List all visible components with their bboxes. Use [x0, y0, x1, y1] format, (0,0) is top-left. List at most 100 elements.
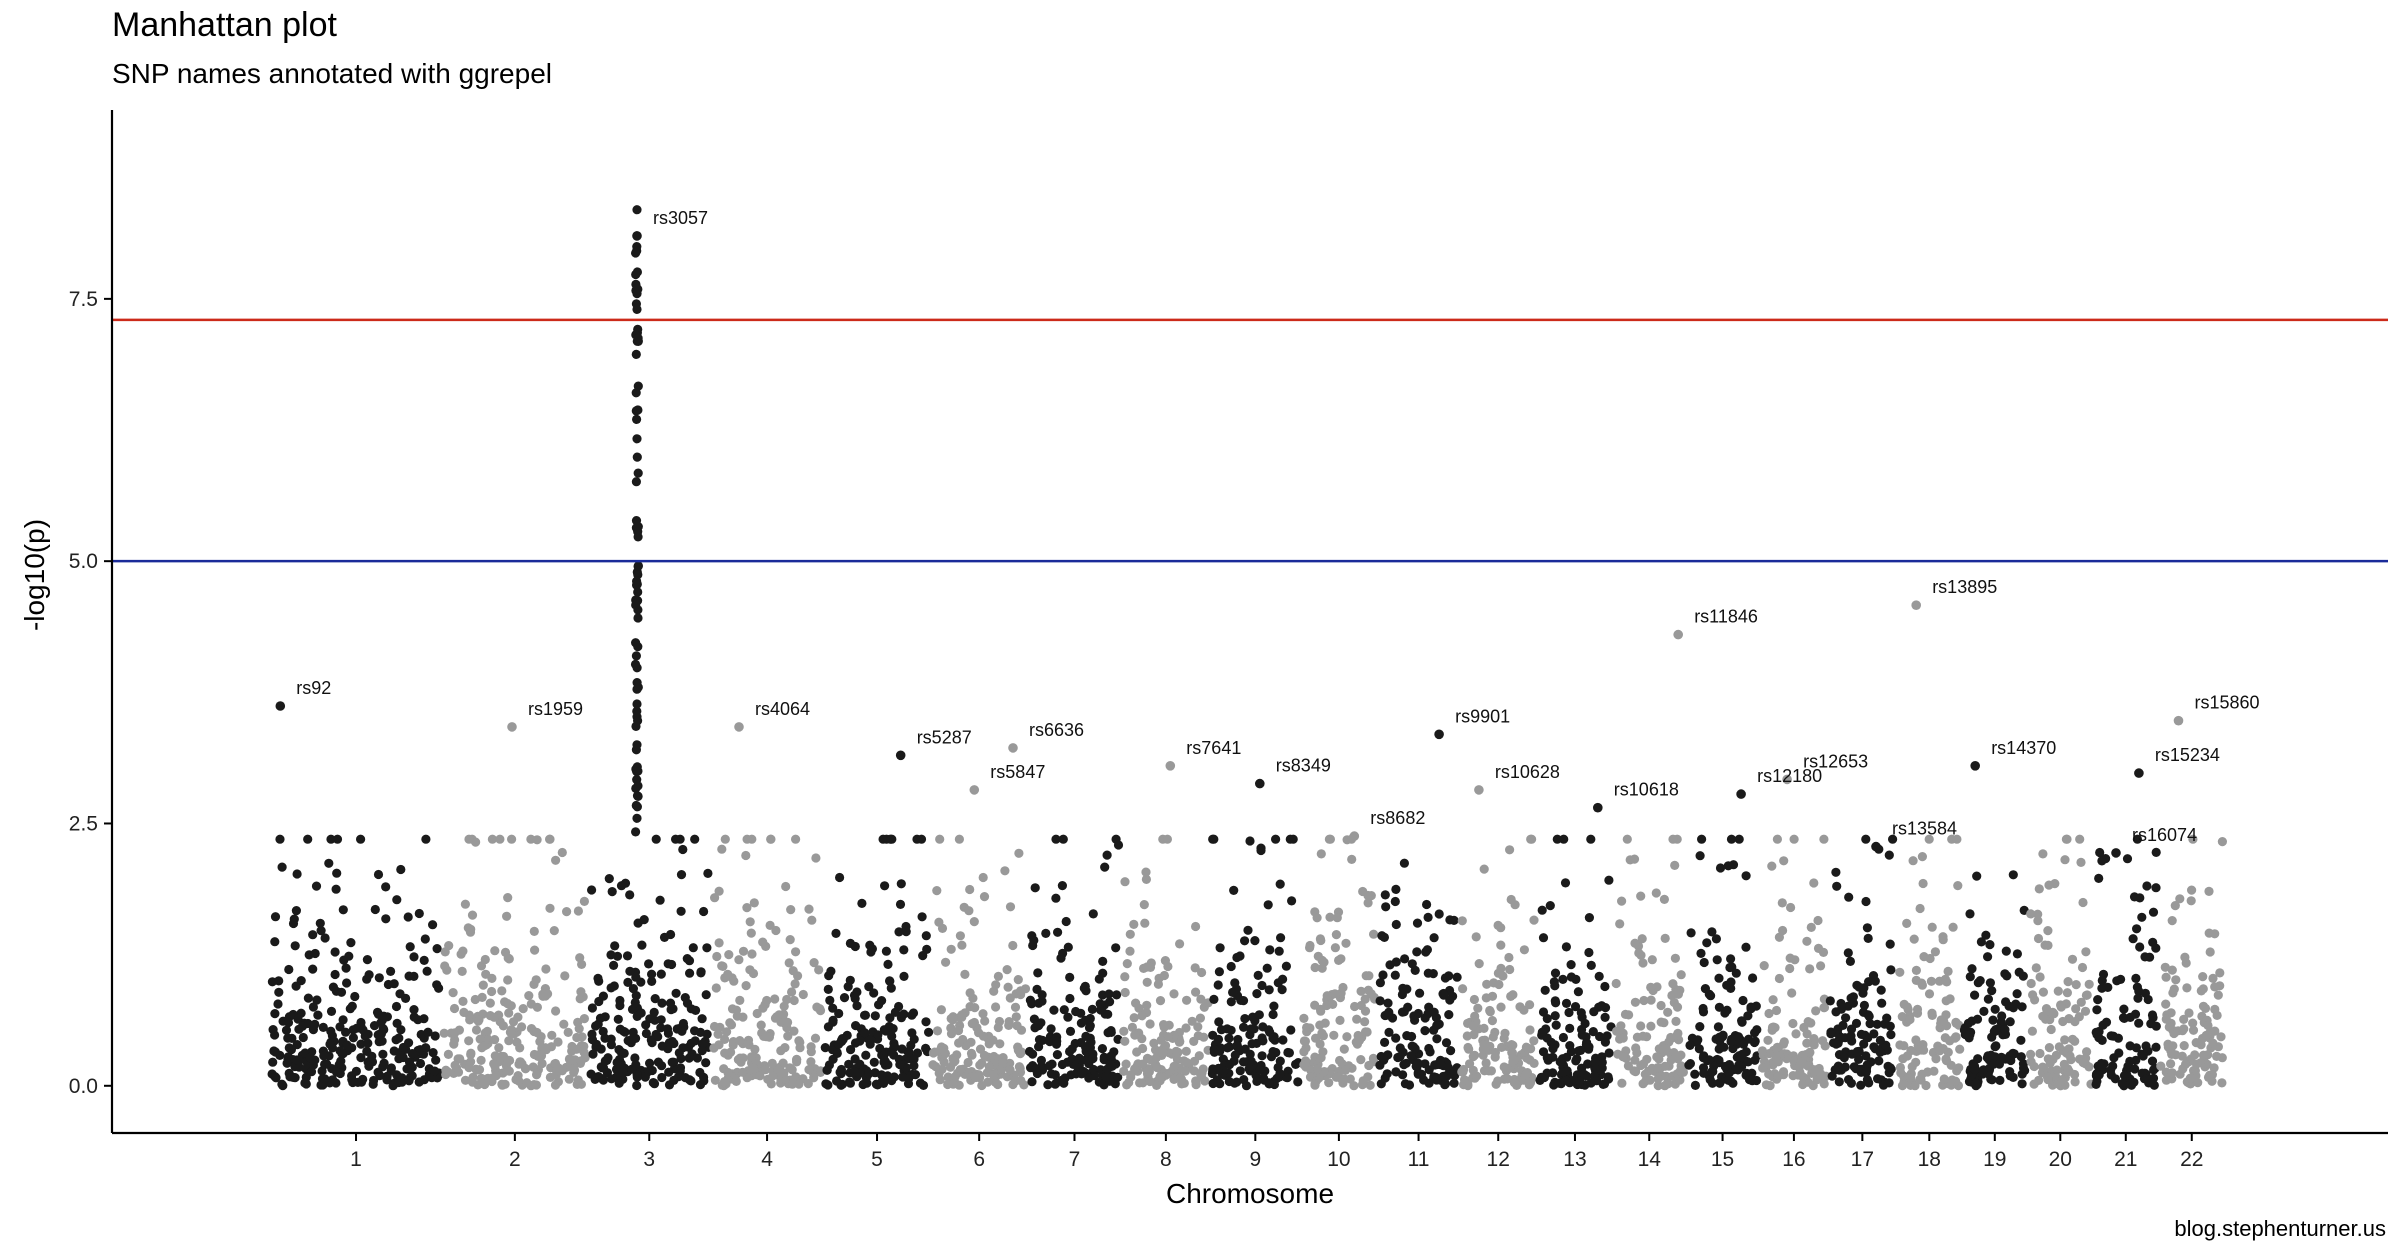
snp-point	[723, 969, 733, 980]
snp-point	[821, 1079, 831, 1089]
snp-point	[1058, 834, 1068, 844]
snp-point	[631, 516, 642, 526]
snp-point	[1196, 994, 1206, 1004]
snp-point	[494, 1043, 504, 1053]
snp-point	[834, 1039, 844, 1049]
snp-point	[613, 1014, 623, 1024]
snp-point	[1561, 998, 1572, 1009]
snp-point	[1213, 980, 1223, 990]
snp-point	[1127, 1022, 1137, 1032]
snp-point	[532, 1070, 542, 1080]
snp-point	[2080, 1006, 2091, 1016]
x-tick-label-chr-18: 18	[1918, 1148, 1941, 1171]
snp-point	[1243, 925, 1253, 935]
snp-point	[2094, 873, 2104, 884]
snp-point	[1566, 972, 1576, 982]
snp-point	[949, 1057, 959, 1067]
snp-point	[1077, 1069, 1087, 1079]
snp-point	[1057, 881, 1067, 891]
chromosome-11-points	[1375, 858, 1462, 1090]
snp-point	[2134, 1018, 2144, 1028]
snp-point	[766, 834, 776, 844]
snp-point	[316, 926, 326, 936]
snp-point	[645, 1058, 655, 1068]
snp-point	[1213, 1034, 1224, 1044]
snp-point	[2164, 1022, 2174, 1032]
snp-point	[1036, 1055, 1046, 1065]
snp-point	[1789, 834, 1799, 844]
snp-point	[742, 903, 752, 913]
snp-point	[2200, 1003, 2211, 1014]
snp-point	[1843, 948, 1853, 958]
snp-point	[735, 1036, 745, 1046]
snp-point	[328, 982, 338, 992]
snp-point	[2057, 1075, 2067, 1085]
snp-point	[719, 1077, 730, 1087]
snp-point	[632, 246, 642, 256]
snp-point	[1538, 933, 1549, 943]
snp-point	[1704, 1055, 1714, 1065]
snp-point	[918, 1080, 929, 1090]
snp-point	[1714, 1032, 1725, 1042]
snp-point	[2044, 880, 2054, 890]
snp-point	[1878, 1080, 1889, 1090]
snp-point	[1588, 1027, 1598, 1037]
snp-point	[695, 1067, 705, 1078]
snp-point	[471, 1025, 482, 1035]
snp-point	[1816, 961, 1826, 971]
snp-point	[1902, 1002, 1912, 1012]
snp-point	[1826, 1029, 1836, 1039]
snp-point	[712, 951, 722, 962]
snp-point	[804, 904, 814, 914]
snp-point	[430, 1031, 440, 1041]
snp-point	[522, 1078, 532, 1088]
snp-point	[1310, 1000, 1320, 1010]
snp-point	[1195, 1013, 1205, 1023]
snp-point	[2098, 1020, 2108, 1030]
snp-point	[2151, 1042, 2161, 1052]
snp-point	[551, 1006, 561, 1016]
snp-point	[631, 991, 641, 1001]
snp-point	[2198, 972, 2208, 982]
chromosome-22-points	[2156, 834, 2227, 1089]
snp-point	[627, 1064, 637, 1074]
snp-point	[625, 890, 635, 900]
snp-point	[1982, 1053, 1992, 1063]
snp-point	[1077, 1055, 1087, 1065]
snp-point	[282, 1058, 292, 1068]
snp-point	[1365, 1080, 1375, 1090]
snp-point	[1600, 1037, 1610, 1047]
snp-point	[487, 986, 497, 997]
snp-point	[2084, 979, 2094, 989]
snp-point	[774, 1010, 784, 1020]
snp-point	[788, 966, 798, 976]
snp-point	[717, 961, 727, 971]
snp-point	[551, 855, 561, 865]
snp-point	[2017, 1079, 2027, 1089]
snp-point	[711, 983, 721, 993]
snp-point	[631, 349, 641, 359]
x-tick-label-chr-8: 8	[1160, 1148, 1172, 1171]
snp-point	[1425, 1047, 1435, 1057]
snp-point	[1594, 971, 1604, 982]
snp-point	[787, 1079, 798, 1089]
snp-point	[356, 834, 366, 844]
snp-point	[1646, 1021, 1656, 1031]
snp-point	[474, 1065, 485, 1075]
snp-point	[669, 1075, 679, 1085]
snp-point	[2132, 834, 2142, 844]
snp-point	[1088, 909, 1098, 919]
snp-point	[702, 943, 712, 953]
snp-point	[832, 1076, 842, 1086]
snp-point	[615, 1000, 625, 1011]
snp-point	[535, 1037, 545, 1047]
snp-point	[1132, 1047, 1142, 1057]
snp-point	[1806, 922, 1816, 933]
snp-point	[1771, 1051, 1781, 1061]
snp-point	[1803, 1017, 1813, 1027]
snp-point	[1469, 994, 1479, 1005]
snp-point	[1945, 1036, 1955, 1046]
snp-point	[1759, 961, 1769, 971]
snp-point	[1399, 858, 1409, 868]
